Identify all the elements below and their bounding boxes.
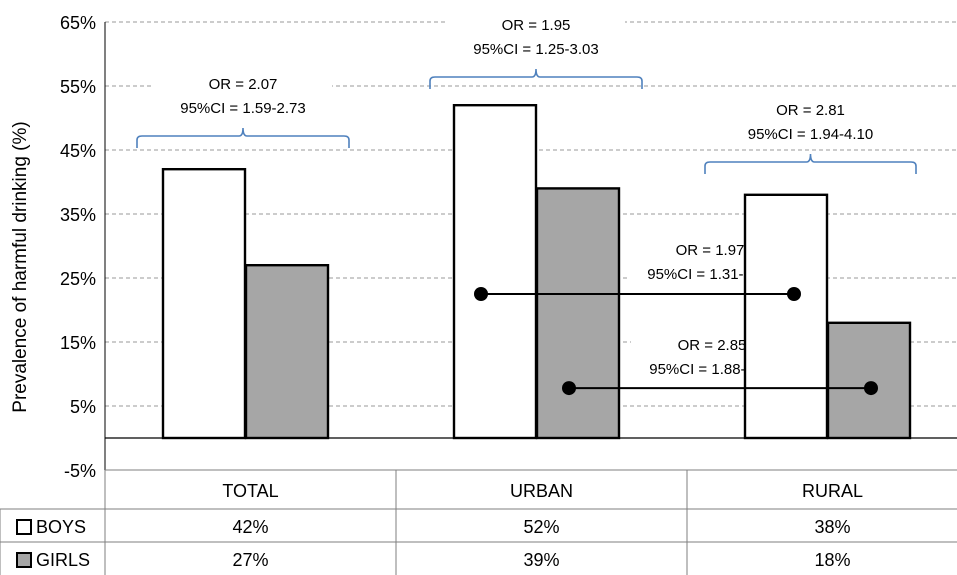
annotation-or: OR = 1.95 (502, 17, 571, 34)
y-tick-labels: -5% 5% 15% 25% 35% 45% 55% 65% (60, 13, 96, 481)
annotation-bg (154, 68, 332, 120)
data-table: TOTAL URBAN RURAL BOYS 42% 52% 38% GIRLS 27% 39% 1… (0, 469, 957, 575)
braces (136, 68, 917, 174)
annotation-or: OR = 2.07 (209, 76, 278, 93)
bar-girls-total (244, 264, 330, 440)
y-tick-label: 5% (70, 397, 96, 417)
bar-boys-urban (452, 103, 538, 440)
table-cell: 38% (814, 517, 850, 537)
bar-girls-urban (535, 187, 621, 440)
y-tick-label: 45% (60, 141, 96, 161)
bar-boys-total (161, 167, 247, 440)
y-tick-label: 15% (60, 333, 96, 353)
comparison-point (474, 287, 488, 301)
table-cell: 18% (814, 550, 850, 570)
brace-urban (429, 68, 643, 89)
y-tick-label: 55% (60, 77, 96, 97)
comparison-point (787, 287, 801, 301)
comparison-ci: 95%CI = 1.88-4.31 (649, 361, 775, 378)
brace-total (136, 127, 350, 148)
table-header-total: TOTAL (222, 481, 278, 501)
y-tick-label: 35% (60, 205, 96, 225)
y-tick-label: 65% (60, 13, 96, 33)
annotation-bg (721, 94, 900, 146)
y-tick-label: -5% (64, 461, 96, 481)
brace-rural (704, 153, 917, 174)
comparison-lines (474, 287, 878, 396)
comparison-or: OR = 1.97 (676, 242, 745, 259)
annotation-ci: 95%CI = 1.59-2.73 (180, 100, 306, 117)
bars (161, 103, 912, 440)
axes (104, 22, 957, 470)
y-axis-label: Prevalence of harmful drinking (%) (10, 121, 31, 412)
annotation-bg (447, 9, 625, 61)
comparison-point (562, 381, 576, 396)
comparison-ci: 95%CI = 1.31-2.95 (647, 266, 773, 283)
table-header-rural: RURAL (802, 481, 863, 501)
bar-boys-rural (743, 193, 829, 440)
annotation-ci: 95%CI = 1.94-4.10 (748, 126, 874, 143)
annotation-texts: OR = 2.07 95%CI = 1.59-2.73 OR = 1.95 95%CI… (154, 9, 900, 382)
comparison-point (864, 381, 878, 396)
table-cell: 27% (232, 550, 268, 570)
annotation-ci: 95%CI = 1.25-3.03 (473, 41, 599, 58)
table-cell: 52% (523, 517, 559, 537)
table-cell: 42% (232, 517, 268, 537)
comparison-or: OR = 2.85 (678, 337, 747, 354)
table-header-urban: URBAN (510, 481, 573, 501)
annotation-or: OR = 2.81 (776, 102, 845, 119)
y-tick-label: 25% (60, 269, 96, 289)
legend-label-boys: BOYS (36, 517, 86, 537)
legend-label-girls: GIRLS (36, 550, 90, 570)
bar-girls-rural (826, 321, 912, 440)
table-cell: 39% (523, 550, 559, 570)
legend-swatch-girls (16, 552, 32, 568)
legend-swatch-boys (16, 519, 32, 535)
